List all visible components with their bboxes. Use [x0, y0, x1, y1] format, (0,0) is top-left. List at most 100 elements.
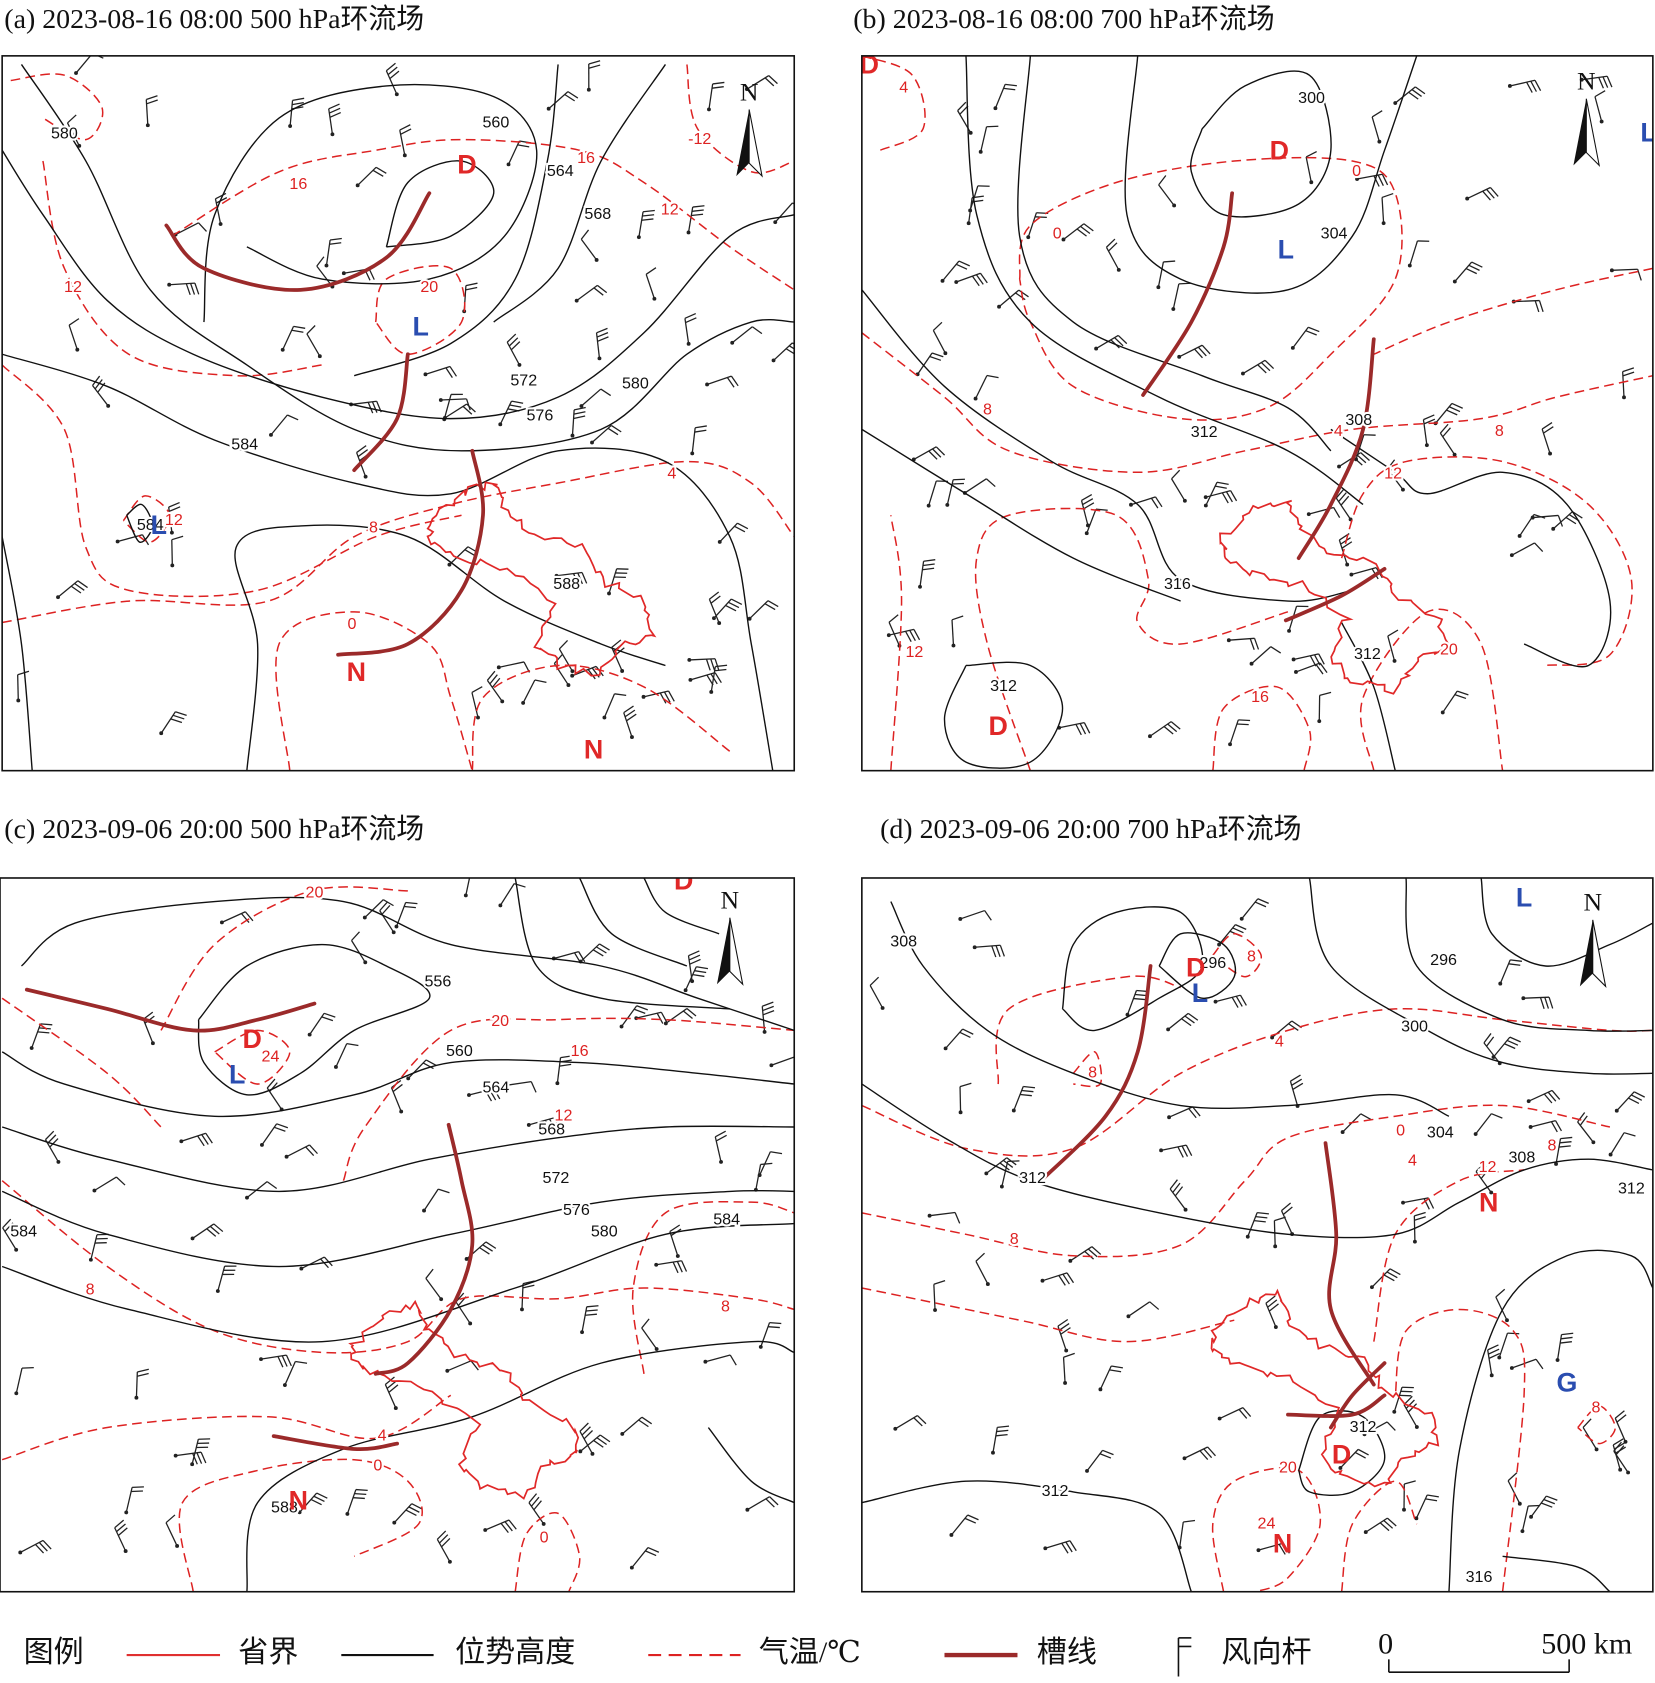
barb-station	[1085, 1468, 1089, 1473]
wind-barb	[1381, 192, 1394, 226]
barb-staff	[94, 1176, 117, 1192]
barb-staff	[160, 711, 176, 734]
panel-frame	[1, 55, 796, 772]
barb-feather	[1442, 427, 1451, 438]
barb-feather	[714, 658, 720, 671]
barb-feather	[1282, 1206, 1293, 1215]
barb-feather	[1062, 1273, 1070, 1285]
isotherm	[861, 1007, 1653, 1157]
barb-feather	[293, 325, 306, 329]
barb-staff	[436, 1538, 451, 1563]
temperature-label: 0	[1396, 1122, 1405, 1140]
barb-staff	[192, 1223, 215, 1239]
wind-barb	[463, 877, 471, 898]
trough-line	[1323, 1141, 1376, 1387]
barb-station	[973, 396, 978, 401]
barb-feather	[585, 1309, 598, 1312]
barb-station	[1509, 553, 1514, 558]
barb-station	[324, 263, 329, 268]
system-label: D	[243, 1024, 262, 1054]
barb-feather	[1083, 502, 1095, 510]
barb-feather	[959, 105, 969, 115]
height-label: 560	[482, 114, 509, 132]
isotherm	[171, 138, 795, 291]
wind-barb	[1245, 1212, 1269, 1239]
barb-feather	[367, 402, 374, 414]
barb-feather	[438, 1534, 449, 1544]
barb-staff	[579, 1434, 601, 1452]
barb-feather	[596, 1437, 607, 1446]
barb-feather	[528, 1493, 538, 1504]
barb-feather	[1539, 997, 1545, 1009]
geopotential-contour	[2, 149, 795, 420]
wind-barb	[747, 600, 779, 621]
temperature-label: 4	[667, 465, 676, 483]
barb-staff	[1027, 212, 1038, 238]
temperature-label: 12	[555, 1107, 573, 1125]
barb-feather	[1383, 1274, 1395, 1282]
wind-barb	[1171, 469, 1187, 503]
barb-staff	[505, 1080, 532, 1087]
barb-feather	[581, 1426, 591, 1436]
barb-feather	[70, 585, 82, 594]
barb-staff	[301, 1256, 325, 1270]
legend-title: 图例	[24, 1635, 84, 1669]
barb-station	[75, 347, 80, 352]
barb-station	[394, 924, 399, 929]
barb-feather	[1507, 1332, 1520, 1335]
barb-feather	[1534, 542, 1544, 552]
legend-label: 槽线	[1037, 1635, 1097, 1669]
barb-station	[1040, 1278, 1045, 1283]
barb-feather	[1381, 174, 1389, 186]
barb-station	[1148, 734, 1152, 739]
barb-station	[1172, 203, 1177, 208]
barb-feather	[438, 1188, 450, 1194]
wind-barb	[619, 1005, 648, 1029]
wind-barb	[1473, 1113, 1503, 1136]
wind-barb	[580, 229, 599, 262]
height-label: 568	[584, 205, 611, 223]
barb-station	[1355, 177, 1359, 181]
barb-station	[654, 1262, 659, 1267]
wind-barb	[1577, 1112, 1596, 1145]
barb-station	[933, 1308, 937, 1312]
geopotential-contour	[1190, 70, 1332, 218]
barb-station	[546, 106, 551, 111]
barb-feather	[323, 1012, 336, 1018]
barb-staff	[1532, 514, 1559, 519]
system-label: N	[584, 734, 603, 764]
isotherm	[1340, 456, 1633, 667]
barb-station	[14, 1247, 19, 1252]
barb-staff	[1381, 197, 1385, 224]
barb-station	[145, 123, 150, 128]
wind-barb	[1407, 240, 1430, 268]
barb-station	[972, 945, 977, 950]
barb-station	[1256, 1548, 1261, 1553]
barb-feather	[489, 674, 498, 685]
height-label: 580	[51, 124, 78, 142]
wind-barb	[978, 125, 999, 154]
panel-title: (c) 2023-09-06 20:00 500 hPa环流场	[4, 813, 424, 845]
temperature-label: 4	[1334, 422, 1343, 440]
barb-station	[654, 1347, 659, 1351]
barb-feather	[600, 388, 612, 397]
temperature-label: 20	[306, 883, 324, 901]
barb-feather	[682, 1010, 693, 1019]
geopotential-contour	[20, 64, 795, 452]
barb-station	[92, 1188, 97, 1193]
barb-staff	[289, 100, 294, 127]
barb-station	[406, 1076, 411, 1081]
barb-staff	[471, 692, 479, 718]
barb-feather	[1319, 691, 1332, 697]
barb-station	[464, 1257, 469, 1261]
barb-station	[517, 362, 522, 367]
height-label: 304	[1427, 1124, 1454, 1142]
wind-barb	[355, 166, 387, 188]
wind-barb	[1422, 414, 1436, 448]
barb-feather	[1015, 292, 1026, 301]
height-label: 312	[1019, 1169, 1046, 1187]
barb-feather	[710, 658, 716, 671]
barb-feather	[548, 1118, 557, 1130]
barb-feather	[266, 1078, 276, 1089]
barb-feather	[1560, 1336, 1573, 1340]
